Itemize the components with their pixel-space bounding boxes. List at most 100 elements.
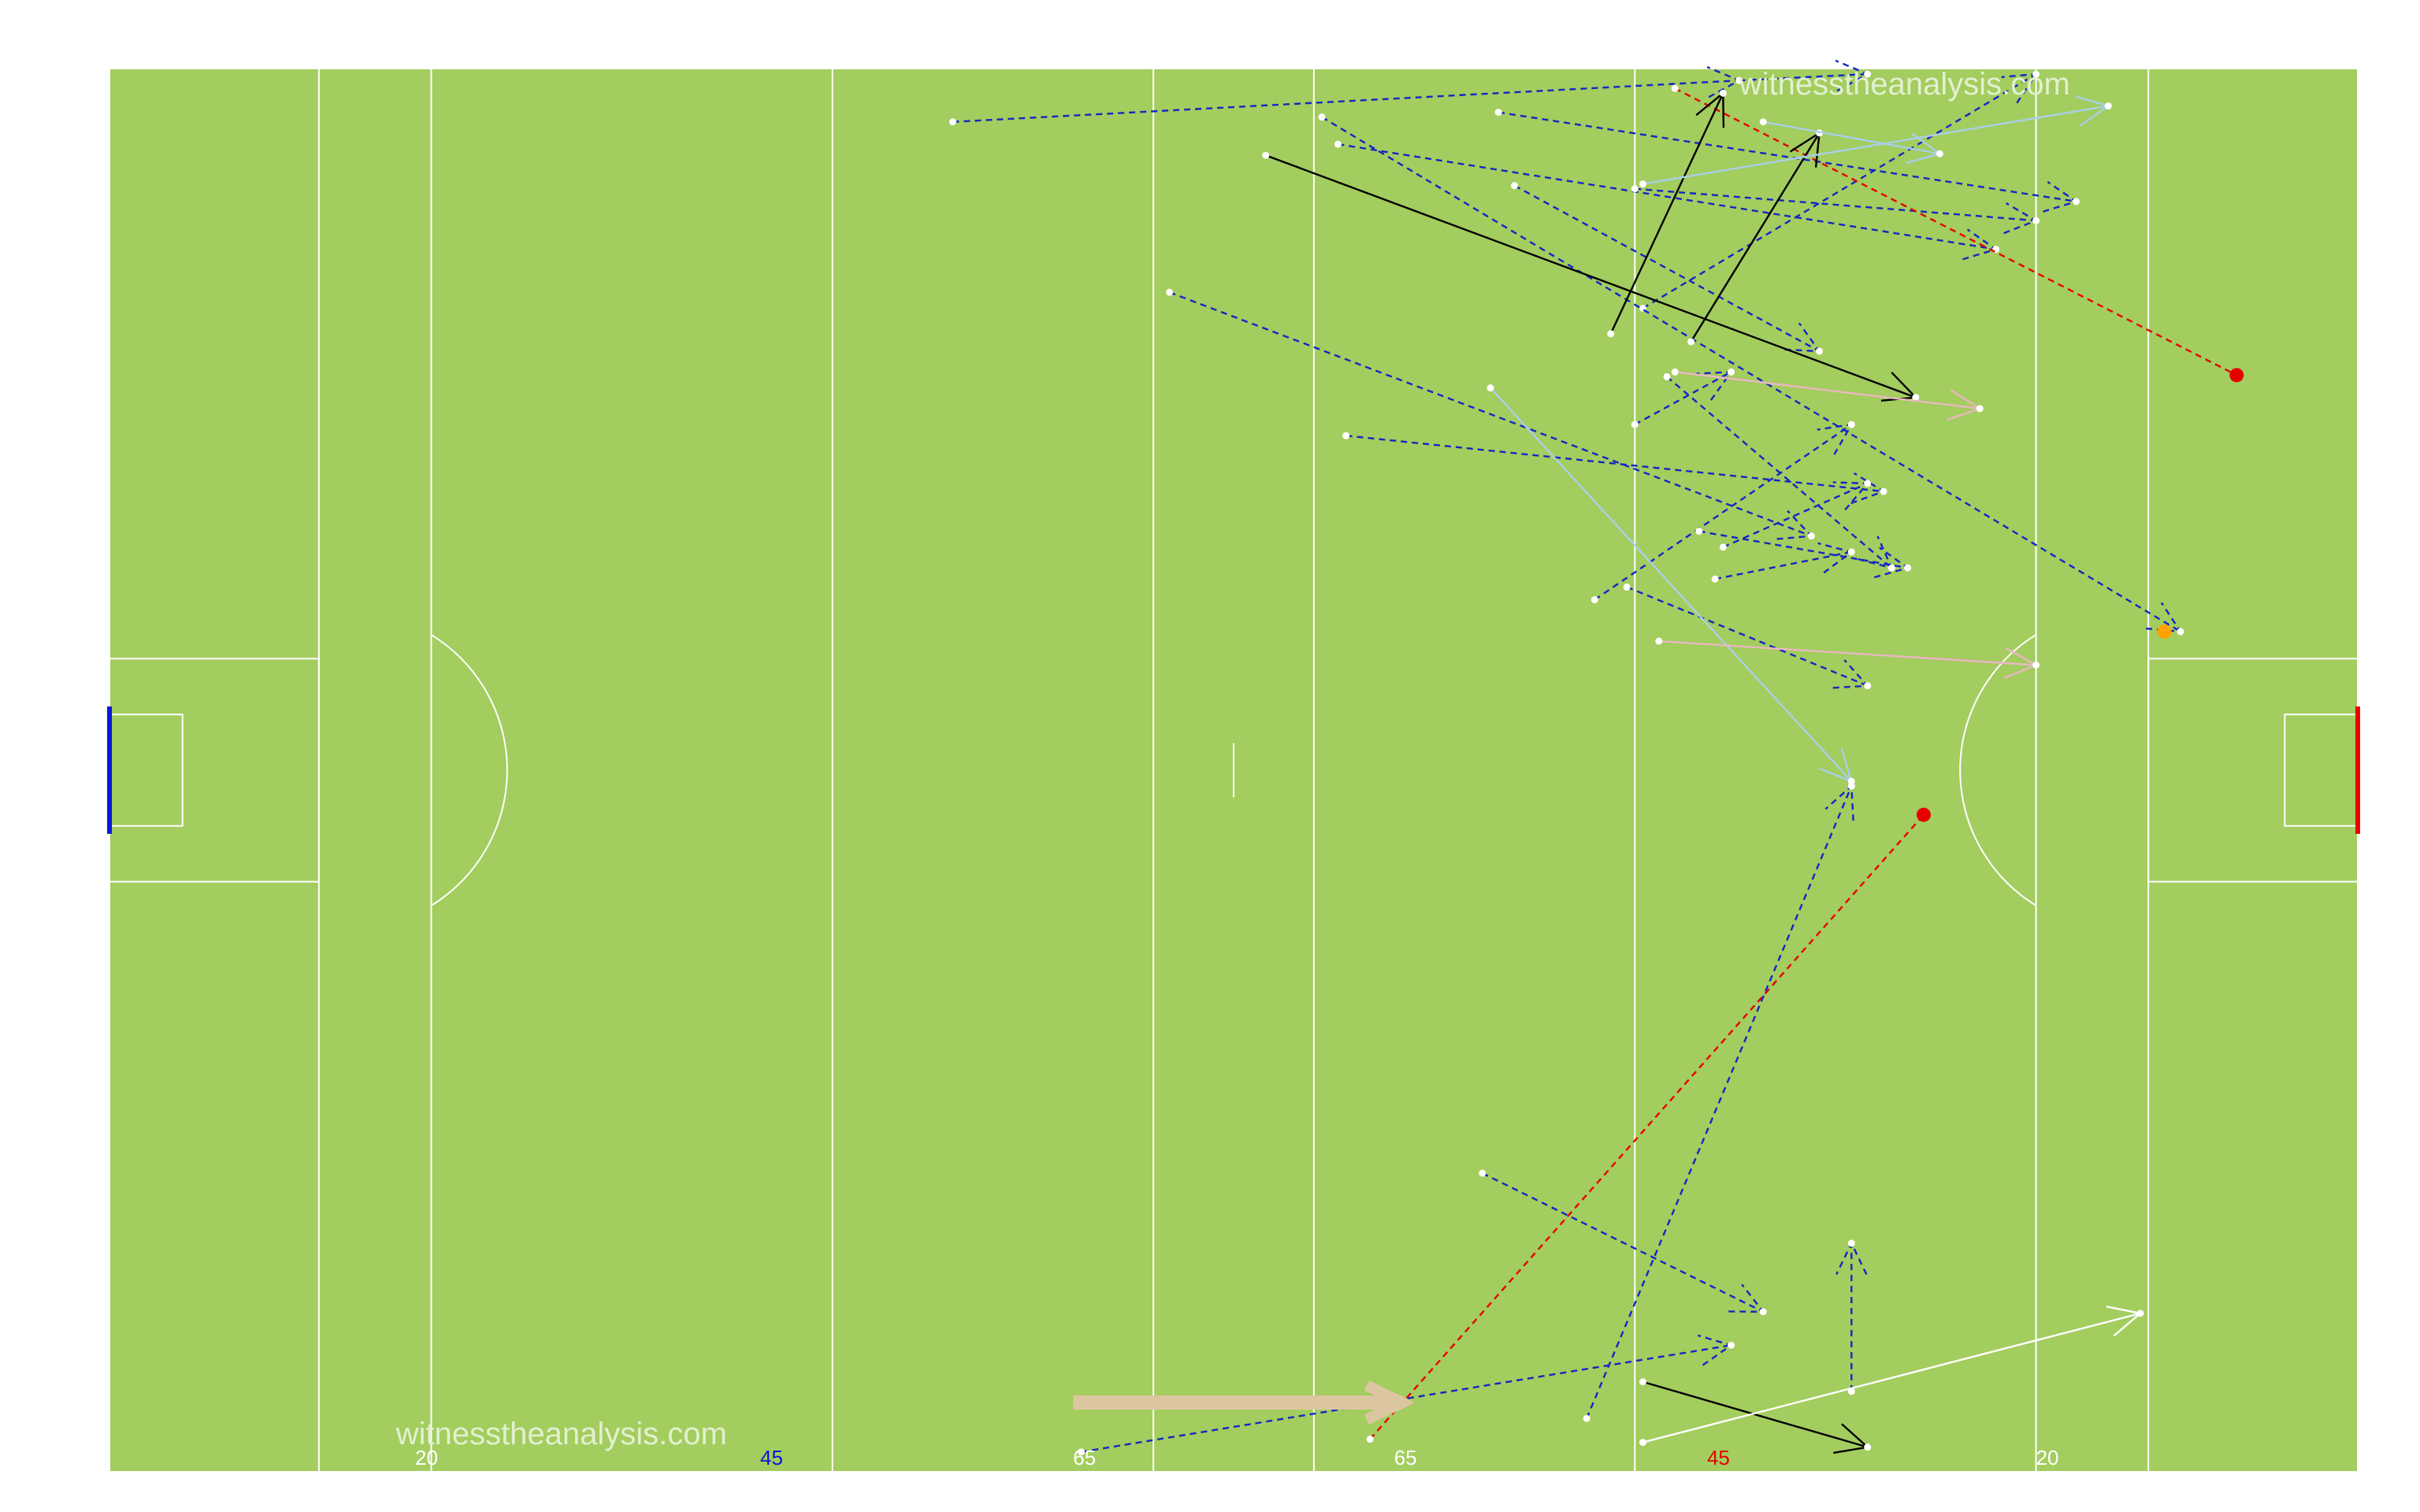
event-line <box>1634 371 1732 426</box>
event-start-point <box>1366 1436 1374 1443</box>
event-end-point <box>1887 564 1895 572</box>
line-label-45: 45 <box>1707 1446 1730 1469</box>
event-23 <box>2157 624 2172 639</box>
event-end-point <box>1807 532 1815 540</box>
right-small-rectangle <box>2284 713 2357 827</box>
event-end-point <box>1759 1308 1767 1316</box>
left-small-rectangle <box>110 713 184 827</box>
event-end-point <box>2073 198 2080 206</box>
event-start-point <box>1334 140 1342 148</box>
event-end-point <box>1864 70 1872 78</box>
event-start-point <box>949 118 956 126</box>
event-26 <box>1687 129 1824 346</box>
event-line <box>1169 291 1812 537</box>
event-1 <box>1735 59 1872 92</box>
event-4 <box>1631 185 2040 235</box>
event-line <box>1666 376 1893 569</box>
pitch-markings <box>107 69 2360 1471</box>
event-12 <box>1695 528 1912 579</box>
event-33 <box>1639 1305 2144 1447</box>
event-start-point <box>1623 583 1631 591</box>
line-label-20: 20 <box>415 1446 438 1469</box>
event-line <box>1642 1380 1869 1448</box>
event-start-point <box>1671 368 1679 376</box>
event-start-point <box>1695 528 1703 536</box>
event-end-point <box>1904 564 1912 572</box>
event-end-point <box>1719 89 1727 97</box>
event-line <box>1763 120 1940 155</box>
event-22 <box>1366 807 1931 1443</box>
event-start-point <box>1759 118 1767 126</box>
event-line <box>1690 132 1821 343</box>
event-31 <box>1671 368 1984 421</box>
event-30 <box>1759 118 1943 165</box>
event-line <box>1642 1312 2141 1443</box>
event-end-point <box>2136 1310 2144 1317</box>
event-line <box>1609 92 1724 335</box>
event-start-point <box>1494 109 1502 117</box>
event-line <box>1635 187 2036 222</box>
event-line <box>1642 105 2109 185</box>
event-20 <box>1077 1334 1735 1456</box>
event-16 <box>1318 113 2184 636</box>
event-line <box>1722 482 1869 548</box>
event-start-point <box>1639 1439 1646 1447</box>
event-line <box>1698 530 1908 569</box>
event-line <box>1586 785 1853 1419</box>
event-line <box>1513 184 1821 353</box>
event-start-point <box>1711 575 1719 583</box>
event-24 <box>1262 151 1920 402</box>
event-5 <box>1511 182 1824 355</box>
event-start-point <box>1583 1414 1590 1422</box>
event-arrowhead <box>1364 1380 1415 1425</box>
event-end-point <box>2032 217 2040 224</box>
event-start-point <box>1719 543 1727 551</box>
event-29 <box>1487 384 1855 785</box>
event-line <box>1498 111 2077 203</box>
event-line <box>1338 143 1996 250</box>
event-start-point <box>1077 1448 1085 1456</box>
event-end-point <box>1864 682 1872 690</box>
event-end-point <box>1936 150 1943 158</box>
event-end-point <box>2104 102 2112 110</box>
event-line <box>1714 550 1852 580</box>
event-line <box>952 79 1739 123</box>
event-9 <box>1631 368 1735 428</box>
event-end-point <box>1816 347 1824 355</box>
event-start-point <box>1479 1169 1487 1177</box>
event-start-point <box>1663 372 1671 380</box>
event-line <box>1675 371 1980 410</box>
event-line <box>1594 424 1852 601</box>
event-end-point <box>1976 405 1984 413</box>
event-end-point <box>1912 394 1920 402</box>
event-line <box>1265 154 1917 398</box>
line-label-65: 65 <box>1394 1446 1417 1469</box>
event-end-point <box>1847 548 1855 556</box>
event-start-point <box>1487 384 1494 392</box>
event-11 <box>1590 421 1855 604</box>
event-end-point <box>1864 480 1872 487</box>
event-start-point <box>1631 185 1639 193</box>
right-large-rectangle <box>2147 658 2357 883</box>
event-start-point <box>1318 113 1326 121</box>
event-15 <box>1719 480 1872 551</box>
event-14 <box>1623 583 1872 690</box>
event-17 <box>1835 1240 1868 1395</box>
event-start-point <box>1511 182 1518 190</box>
event-start-point <box>1262 151 1270 159</box>
event-start-point <box>1166 288 1174 296</box>
event-end-point <box>2032 70 2040 78</box>
event-start-point <box>1735 76 1743 84</box>
event-end-dot <box>2229 368 2244 383</box>
event-line <box>1321 116 2181 633</box>
left-arc <box>430 634 508 906</box>
event-start-point <box>1655 637 1663 645</box>
event-13 <box>1711 542 1855 583</box>
line-labels: 20 45 65 65 45 20 <box>415 1446 2058 1469</box>
event-line <box>1490 387 1853 782</box>
event-32 <box>1655 637 2040 680</box>
watermark-bottom: witnesstheanalysis.com <box>395 1417 727 1451</box>
event-end-point <box>1880 487 1887 495</box>
event-25 <box>1607 89 1727 338</box>
right-arc <box>1959 634 2037 906</box>
